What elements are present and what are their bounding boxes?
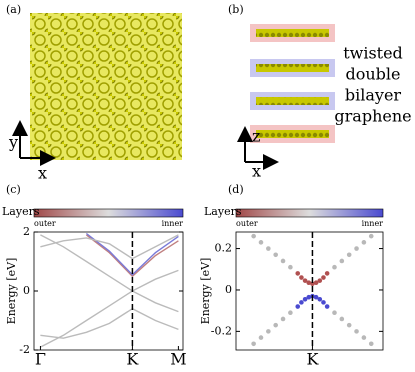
colorbar-label: Layers	[2, 205, 40, 218]
point	[317, 296, 323, 302]
panel-label: (a)	[6, 3, 21, 16]
layer	[256, 97, 329, 105]
y-tick-label: 0	[23, 284, 30, 297]
point	[288, 264, 293, 270]
x-tick-label: Γ	[35, 350, 46, 369]
point	[339, 258, 345, 264]
axis-name: z	[252, 127, 260, 146]
point	[339, 316, 345, 322]
point	[332, 264, 337, 270]
plot-area	[251, 233, 374, 347]
point	[317, 278, 323, 283]
caption: graphene	[334, 107, 411, 126]
point	[324, 271, 330, 276]
point	[361, 240, 367, 245]
point	[332, 310, 337, 316]
point	[361, 335, 367, 340]
point	[306, 294, 312, 300]
band	[85, 232, 179, 276]
plot-frame	[33, 231, 184, 351]
colorbar-label: Layers	[204, 205, 242, 218]
y-axis-label: Energy [eV]	[199, 258, 212, 325]
caption: twisted	[343, 44, 403, 63]
y-tick-label: -0.2	[211, 324, 232, 337]
panel-label: (d)	[228, 183, 244, 196]
point	[368, 341, 374, 347]
y-tick-label: 0.2	[215, 242, 233, 255]
point	[346, 252, 352, 258]
axis-name: x	[252, 162, 261, 181]
panel-label: (c)	[6, 183, 21, 196]
axis-name: x	[38, 164, 47, 183]
plot-area	[40, 232, 179, 348]
colorbar-low: outer	[236, 219, 258, 228]
point	[324, 304, 330, 309]
point	[295, 304, 301, 309]
point	[302, 278, 308, 283]
lattice-image	[30, 13, 182, 160]
point	[266, 246, 271, 251]
colorbar	[235, 208, 384, 218]
band	[40, 307, 179, 339]
x-tick-label: M	[170, 350, 186, 369]
point	[321, 300, 326, 305]
y-tick-label: 0	[225, 283, 232, 296]
point	[273, 252, 278, 258]
point	[310, 281, 315, 287]
x-tick-label: K	[306, 350, 319, 369]
point	[295, 271, 301, 276]
point	[280, 258, 286, 264]
point	[273, 322, 278, 328]
point	[299, 275, 304, 280]
panel-label: (b)	[228, 3, 244, 16]
point	[251, 341, 256, 347]
point	[346, 322, 352, 328]
layer	[256, 29, 329, 37]
point	[251, 233, 256, 239]
point	[258, 335, 264, 340]
point	[302, 296, 308, 302]
y-axis-label: Energy [eV]	[5, 258, 18, 325]
band	[85, 234, 179, 278]
y-tick-label: 2	[23, 225, 30, 238]
point	[354, 329, 359, 334]
point	[266, 329, 271, 334]
caption: bilayer	[345, 86, 402, 105]
x-tick-label: K	[126, 350, 139, 369]
point	[280, 316, 286, 322]
point	[354, 246, 359, 251]
colorbar-high: inner	[362, 219, 384, 228]
point	[313, 294, 319, 300]
caption: double	[345, 65, 400, 84]
colorbar	[33, 208, 184, 218]
point	[258, 240, 264, 245]
point	[313, 280, 319, 286]
colorbar-low: outer	[34, 219, 56, 228]
point	[368, 233, 374, 239]
band	[40, 234, 179, 292]
point	[299, 300, 304, 305]
point	[306, 280, 312, 286]
point	[288, 310, 293, 316]
colorbar-high: inner	[162, 219, 184, 228]
band	[40, 290, 179, 348]
band	[40, 234, 179, 260]
layer	[256, 130, 329, 138]
axis-name: y	[8, 133, 18, 152]
point	[321, 275, 326, 280]
layer	[256, 64, 329, 72]
y-tick-label: -2	[19, 343, 30, 356]
plot-frame	[235, 231, 384, 351]
